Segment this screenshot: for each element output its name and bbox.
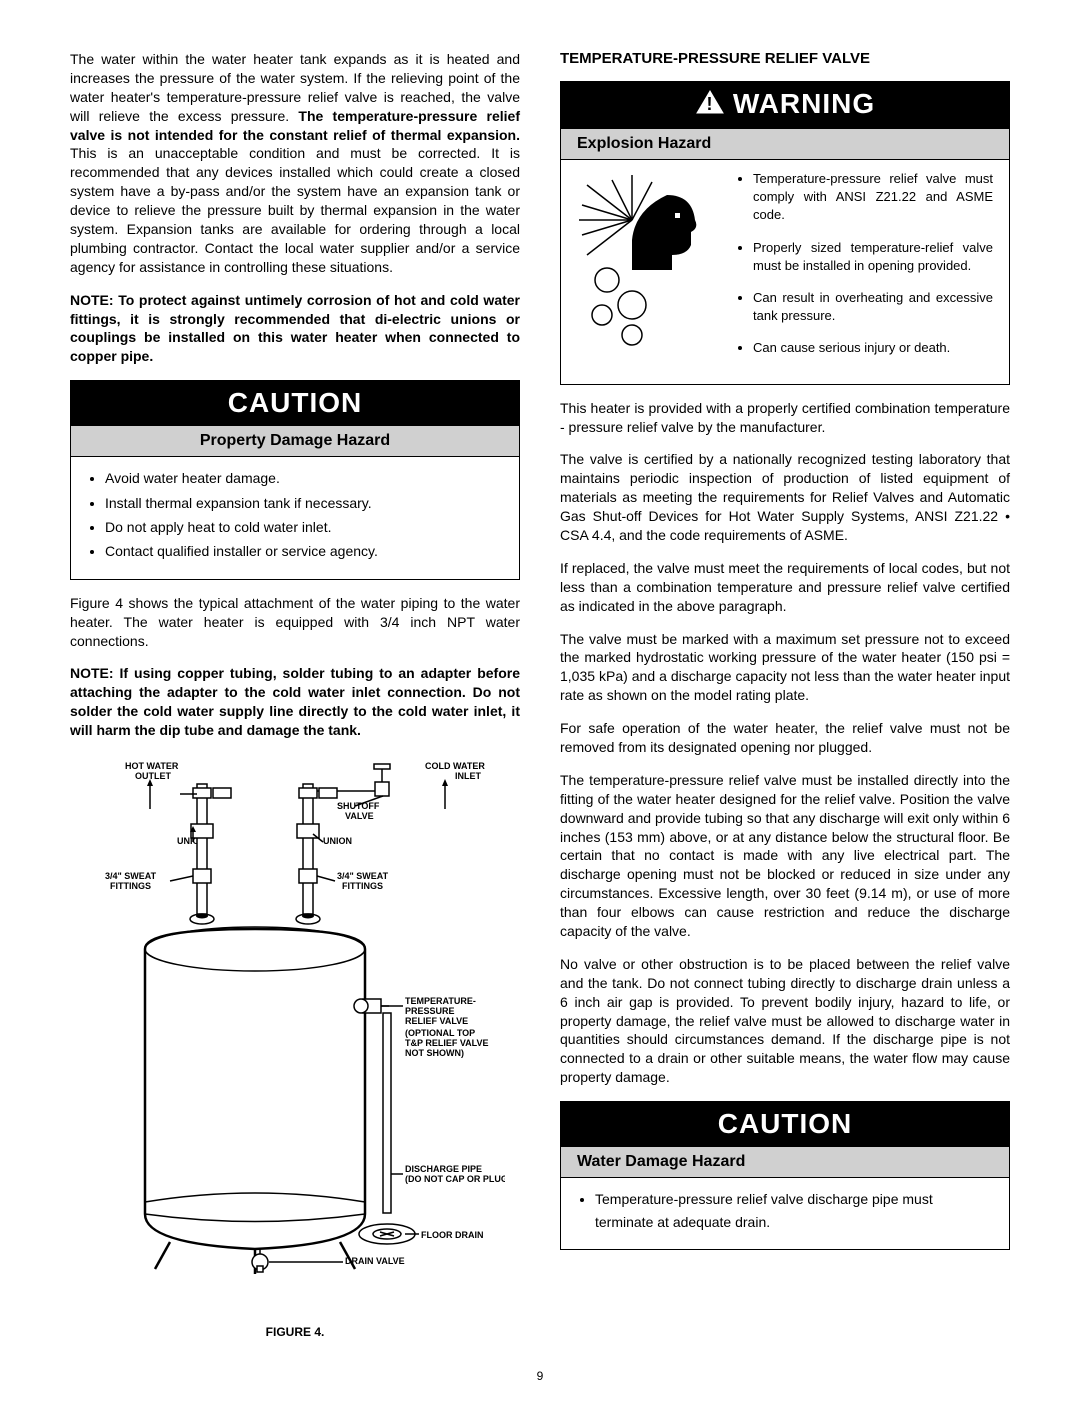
warning-list: Temperature-pressure relief valve must c… xyxy=(739,170,993,372)
two-column-layout: The water within the water heater tank e… xyxy=(70,50,1010,1349)
svg-text:COLD WATER: COLD WATER xyxy=(425,761,485,771)
note-1: NOTE: To protect against untimely corros… xyxy=(70,291,520,367)
warning-item: Temperature-pressure relief valve must c… xyxy=(753,170,993,225)
warning-title: ! WARNING xyxy=(561,82,1009,128)
right-p4: The valve must be marked with a maximum … xyxy=(560,630,1010,706)
warning-title-text: WARNING xyxy=(733,88,875,119)
page-number: 9 xyxy=(70,1369,1010,1383)
right-p6: The temperature-pressure relief valve mu… xyxy=(560,771,1010,941)
right-p7: No valve or other obstruction is to be p… xyxy=(560,955,1010,1087)
warning-box: ! WARNING Explosion Hazard xyxy=(560,81,1010,385)
svg-text:(DO NOT CAP OR PLUG): (DO NOT CAP OR PLUG) xyxy=(405,1174,505,1184)
svg-text:INLET: INLET xyxy=(455,771,482,781)
svg-text:VALVE: VALVE xyxy=(345,811,374,821)
left-column: The water within the water heater tank e… xyxy=(70,50,520,1349)
caution-box-1: CAUTION Property Damage Hazard Avoid wat… xyxy=(70,380,520,580)
svg-text:FITTINGS: FITTINGS xyxy=(342,881,383,891)
note-2: NOTE: If using copper tubing, solder tub… xyxy=(70,664,520,740)
right-p2: The valve is certified by a nationally r… xyxy=(560,450,1010,544)
caution2-item: Temperature-pressure relief valve discha… xyxy=(595,1188,991,1233)
caution-item: Contact qualified installer or service a… xyxy=(105,540,501,562)
svg-text:FITTINGS: FITTINGS xyxy=(110,881,151,891)
svg-text:3/4" SWEAT: 3/4" SWEAT xyxy=(337,871,389,881)
svg-text:!: ! xyxy=(706,94,713,114)
caution-list: Avoid water heater damage. Install therm… xyxy=(89,467,501,563)
figure-4: .lbl { font: bold 9px Arial; fill:#000; … xyxy=(70,754,520,1339)
warning-item: Can cause serious injury or death. xyxy=(753,339,993,357)
svg-text:PRESSURE: PRESSURE xyxy=(405,1006,455,1016)
caution-box-2: CAUTION Water Damage Hazard Temperature-… xyxy=(560,1101,1010,1250)
warning-triangle-icon: ! xyxy=(695,89,725,122)
svg-text:UNION: UNION xyxy=(323,836,352,846)
svg-text:(OPTIONAL TOP: (OPTIONAL TOP xyxy=(405,1028,475,1038)
right-column: TEMPERATURE-PRESSURE RELIEF VALVE ! WARN… xyxy=(560,50,1010,1349)
svg-text:OUTLET: OUTLET xyxy=(135,771,171,781)
caution2-list: Temperature-pressure relief valve discha… xyxy=(579,1188,991,1233)
svg-text:DRAIN VALVE: DRAIN VALVE xyxy=(345,1256,405,1266)
intro-tail: This is an unacceptable condition and mu… xyxy=(70,145,520,274)
warning-item: Can result in overheating and excessive … xyxy=(753,289,993,325)
warning-body: Temperature-pressure relief valve must c… xyxy=(561,160,1009,384)
caution2-body: Temperature-pressure relief valve discha… xyxy=(561,1178,1009,1249)
caution-title: CAUTION xyxy=(71,381,519,425)
caution-item: Avoid water heater damage. xyxy=(105,467,501,489)
svg-text:RELIEF VALVE: RELIEF VALVE xyxy=(405,1016,468,1026)
water-heater-diagram: .lbl { font: bold 9px Arial; fill:#000; … xyxy=(85,754,505,1314)
svg-text:NOT SHOWN): NOT SHOWN) xyxy=(405,1048,464,1058)
caution2-title: CAUTION xyxy=(561,1102,1009,1146)
right-p5: For safe operation of the water heater, … xyxy=(560,719,1010,757)
svg-text:TEMPERATURE-: TEMPERATURE- xyxy=(405,996,476,1006)
explosion-graphic xyxy=(577,170,727,372)
caution-item: Install thermal expansion tank if necess… xyxy=(105,492,501,514)
warning-item: Properly sized temperature-relief valve … xyxy=(753,239,993,275)
section-title: TEMPERATURE-PRESSURE RELIEF VALVE xyxy=(560,50,1010,67)
svg-text:T&P RELIEF VALVE: T&P RELIEF VALVE xyxy=(405,1038,489,1048)
figure-paragraph: Figure 4 shows the typical attachment of… xyxy=(70,594,520,651)
svg-text:SHUTOFF: SHUTOFF xyxy=(337,801,380,811)
intro-paragraph: The water within the water heater tank e… xyxy=(70,50,520,277)
caution-item: Do not apply heat to cold water inlet. xyxy=(105,516,501,538)
right-p3: If replaced, the valve must meet the req… xyxy=(560,559,1010,616)
svg-text:HOT WATER: HOT WATER xyxy=(125,761,179,771)
svg-text:3/4" SWEAT: 3/4" SWEAT xyxy=(105,871,157,881)
figure-caption: FIGURE 4. xyxy=(70,1325,520,1339)
caution-body: Avoid water heater damage. Install therm… xyxy=(71,457,519,579)
svg-text:DISCHARGE PIPE: DISCHARGE PIPE xyxy=(405,1164,482,1174)
warning-subtitle: Explosion Hazard xyxy=(561,128,1009,160)
svg-text:FLOOR DRAIN: FLOOR DRAIN xyxy=(421,1230,484,1240)
right-p1: This heater is provided with a properly … xyxy=(560,399,1010,437)
caution2-subtitle: Water Damage Hazard xyxy=(561,1146,1009,1178)
caution-subtitle: Property Damage Hazard xyxy=(71,425,519,457)
